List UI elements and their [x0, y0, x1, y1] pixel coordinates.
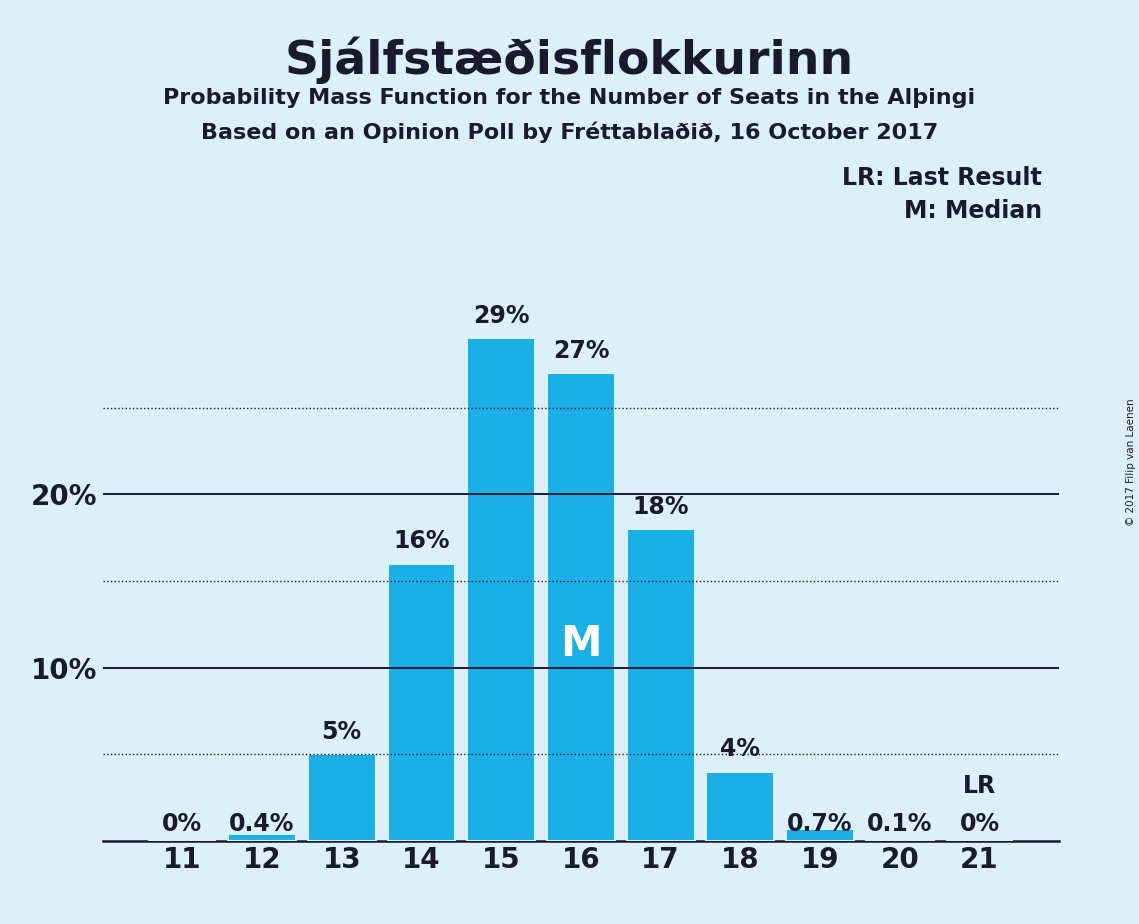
Text: LR: LR — [962, 773, 997, 797]
Text: Based on an Opinion Poll by Fréttablaðið, 16 October 2017: Based on an Opinion Poll by Fréttablaðið… — [200, 122, 939, 143]
Text: 0%: 0% — [959, 811, 1000, 835]
Bar — [467, 338, 535, 841]
Bar — [547, 373, 615, 841]
Text: 27%: 27% — [552, 339, 609, 362]
Text: 16%: 16% — [393, 529, 450, 553]
Text: LR: Last Result: LR: Last Result — [843, 166, 1042, 190]
Text: Sjálfstæðisflokkurinn: Sjálfstæðisflokkurinn — [285, 37, 854, 84]
Text: 0.4%: 0.4% — [229, 811, 295, 835]
Text: M: Median: M: Median — [904, 199, 1042, 223]
Text: 4%: 4% — [720, 737, 761, 761]
Bar — [308, 754, 376, 841]
Text: 0.7%: 0.7% — [787, 811, 853, 835]
Text: 29%: 29% — [473, 304, 530, 328]
Bar — [706, 772, 775, 841]
Text: M: M — [560, 624, 601, 665]
Text: Probability Mass Function for the Number of Seats in the Alþingi: Probability Mass Function for the Number… — [163, 88, 976, 108]
Text: 5%: 5% — [321, 720, 362, 744]
Bar — [866, 839, 934, 841]
Bar — [786, 829, 854, 841]
Text: © 2017 Filip van Laenen: © 2017 Filip van Laenen — [1126, 398, 1136, 526]
Bar — [626, 529, 695, 841]
Text: 0.1%: 0.1% — [867, 811, 933, 835]
Bar — [228, 833, 296, 841]
Bar — [387, 564, 456, 841]
Text: 18%: 18% — [632, 494, 689, 518]
Text: 0%: 0% — [162, 811, 203, 835]
